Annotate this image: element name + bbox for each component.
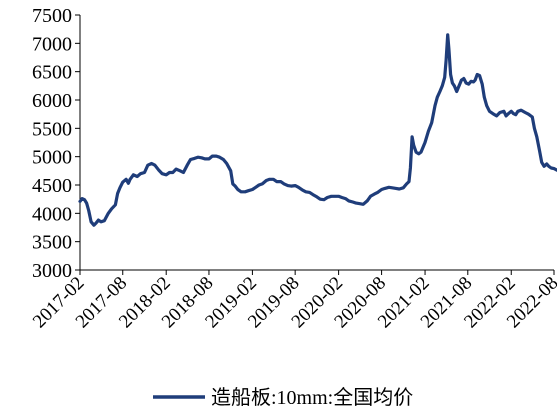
y-tick-label: 6500	[32, 62, 72, 84]
x-axis: 2017-022017-082018-022018-082019-022019-…	[29, 270, 557, 332]
y-tick-label: 5500	[32, 118, 72, 140]
series-line	[78, 33, 557, 227]
y-tick-label: 5000	[32, 147, 72, 169]
y-tick-label: 3000	[32, 260, 72, 282]
y-tick-label: 7500	[32, 5, 72, 27]
legend-label: 造船板:10mm:全国均价	[211, 386, 413, 409]
y-tick-label: 4500	[32, 175, 72, 197]
y-tick-label: 3500	[32, 232, 72, 254]
y-tick-label: 4000	[32, 203, 72, 225]
legend: 造船板:10mm:全国均价	[153, 386, 413, 409]
y-tick-label: 6000	[32, 90, 72, 112]
y-tick-label: 7000	[32, 33, 72, 55]
y-axis: 3000 3500 4000 4500 5000 5500 6000 6500 7000 7500	[32, 5, 80, 282]
series-layer	[78, 33, 557, 227]
plot-frame	[79, 15, 554, 271]
